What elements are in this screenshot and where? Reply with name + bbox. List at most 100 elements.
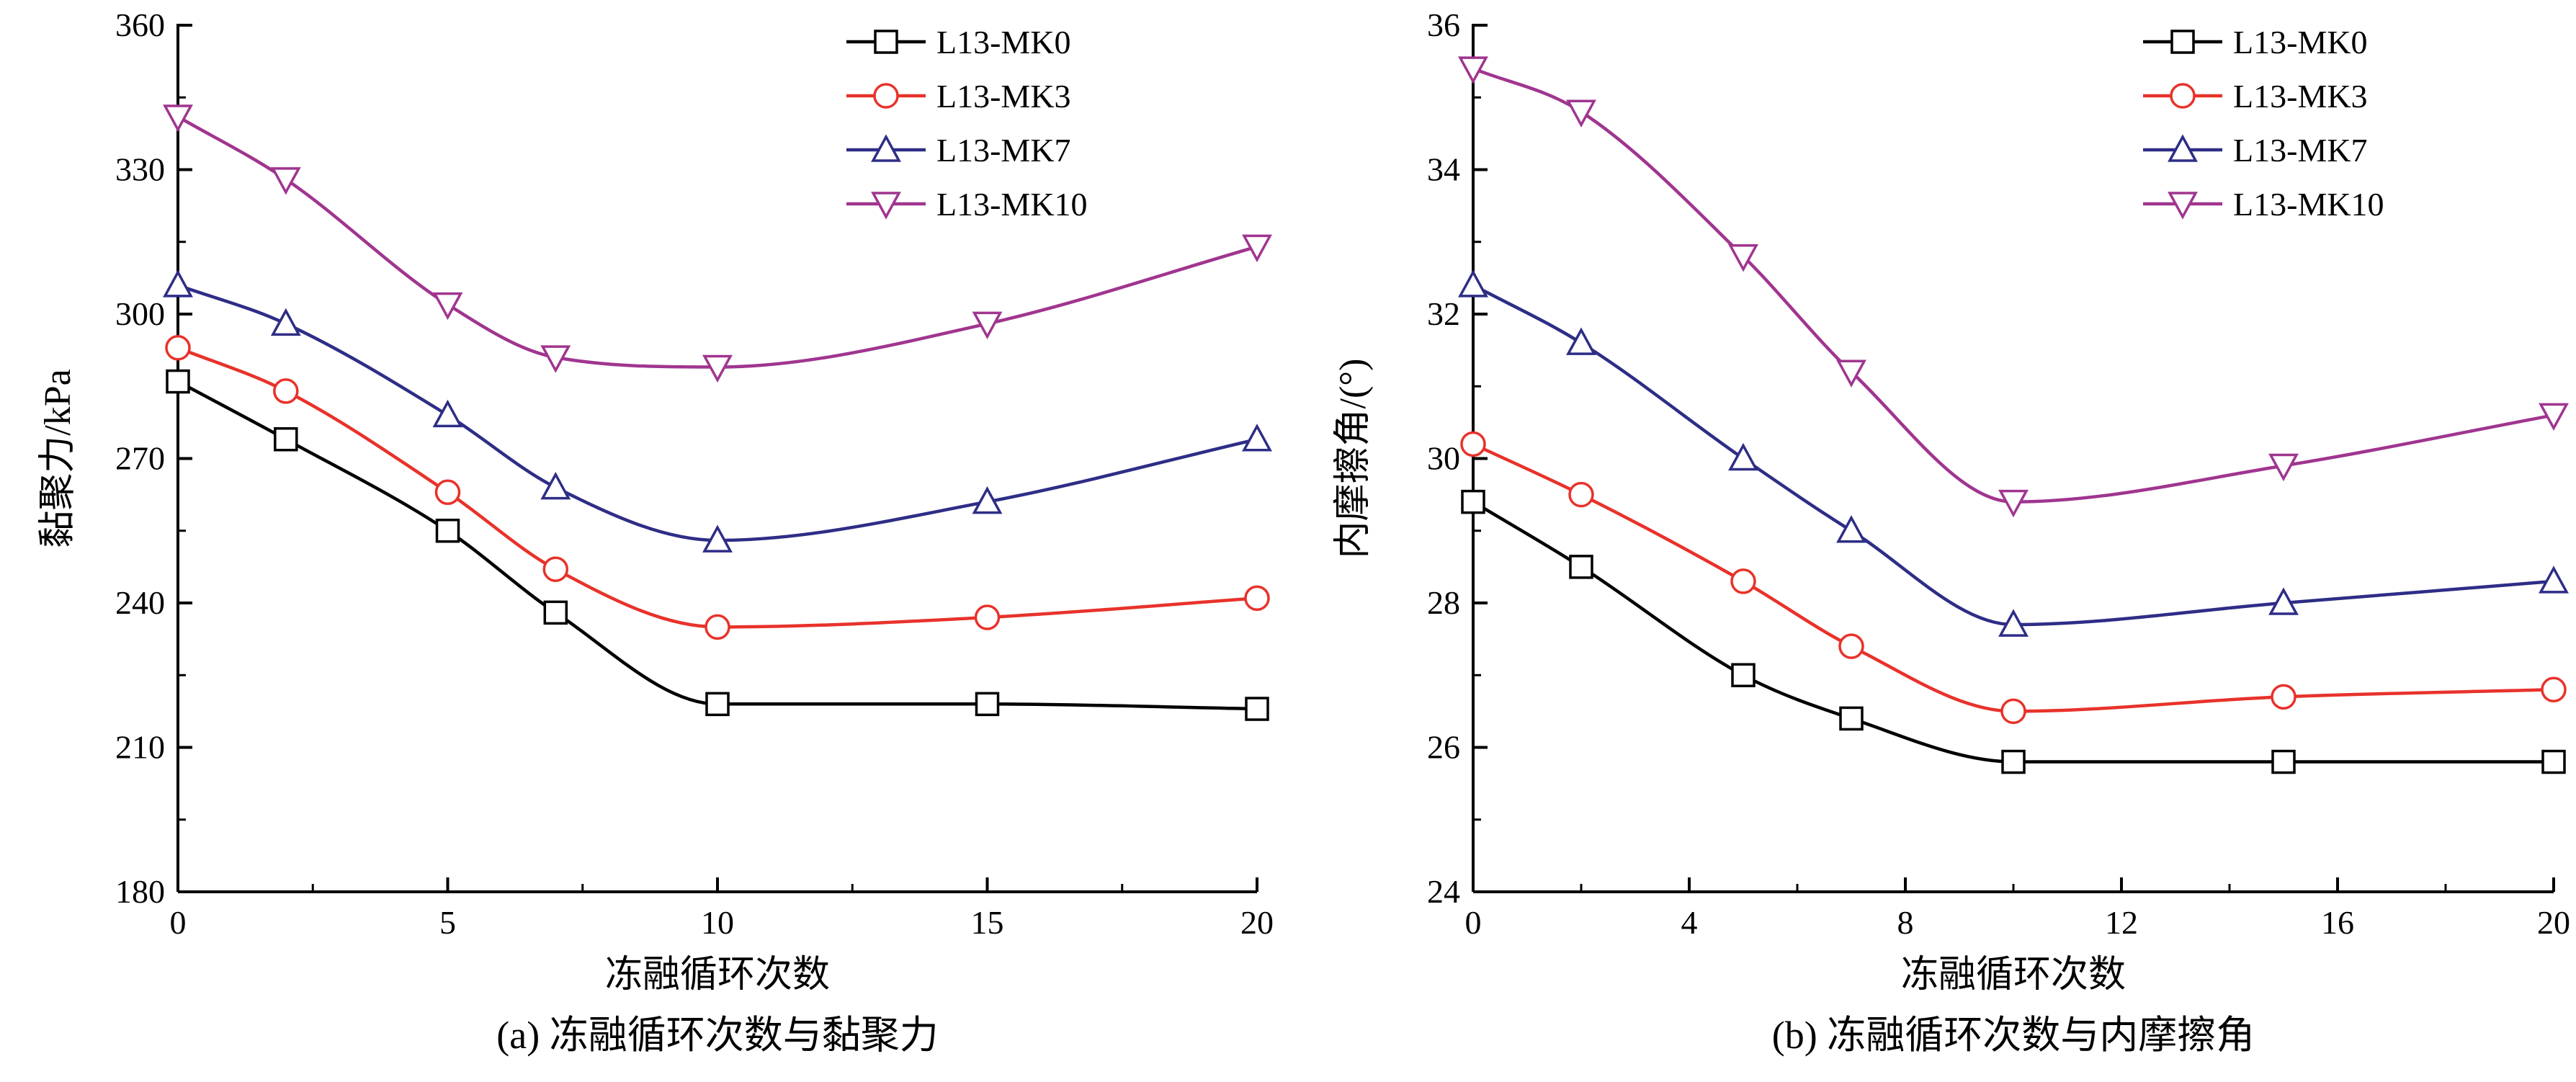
data-point — [543, 600, 568, 625]
data-point — [270, 308, 301, 336]
x-tick-label: 8 — [1897, 904, 1914, 941]
y-axis-title: 黏聚力/kPa — [37, 369, 79, 547]
x-tick-label: 0 — [1465, 904, 1482, 941]
data-point — [2271, 684, 2297, 710]
data-point — [1998, 609, 2029, 637]
legend-marker — [2168, 134, 2198, 162]
legend-label: L13-MK7 — [936, 132, 1071, 169]
series-l13-mk7 — [163, 269, 1272, 553]
data-point — [705, 692, 730, 717]
x-axis-title: 冻融循环次数 — [605, 954, 830, 996]
data-point — [1838, 633, 1864, 659]
data-point — [702, 524, 733, 553]
data-point — [702, 354, 733, 383]
series-l13-mk10 — [163, 104, 1272, 383]
data-point — [2001, 749, 2026, 774]
y-tick-label: 270 — [115, 440, 165, 477]
series-l13-mk3 — [1460, 431, 2567, 725]
legend-label: L13-MK10 — [2233, 186, 2384, 223]
chart-panel-a: 180 210 240 270 300 330 360 0 5 10 15 20 冻融循环次数 黏聚力/k… — [37, 6, 1274, 1057]
data-point — [163, 104, 193, 133]
data-point — [1245, 697, 1269, 721]
series-line — [176, 115, 1258, 369]
series-line — [1472, 500, 2554, 764]
data-point — [1836, 359, 1866, 388]
data-point — [1998, 489, 2029, 518]
x-tick-label: 16 — [2321, 904, 2354, 941]
y-tick-label: 360 — [115, 6, 165, 43]
data-point — [2268, 453, 2299, 482]
data-point — [2541, 676, 2567, 703]
data-point — [975, 692, 1000, 717]
data-point — [166, 369, 190, 394]
data-point — [1458, 269, 1488, 298]
series-l13-mk0 — [1461, 489, 2566, 774]
legend-label: L13-MK7 — [2233, 132, 2368, 169]
y-tick-label: 34 — [1427, 151, 1460, 188]
series-line — [176, 380, 1258, 711]
legend-marker — [871, 192, 901, 220]
legend-marker — [874, 30, 898, 54]
y-tick-label: 30 — [1427, 440, 1460, 477]
legend-marker — [871, 134, 901, 162]
legend: L13-MK0 L13-MK3 L13-MK7 L13-MK10 — [846, 24, 1088, 223]
data-point — [273, 378, 299, 404]
legend-marker — [2170, 83, 2196, 109]
y-tick-label: 240 — [115, 584, 165, 621]
data-point — [1244, 585, 1270, 612]
data-point — [2271, 749, 2296, 774]
data-point — [432, 399, 463, 428]
y-tick-label: 300 — [115, 295, 165, 332]
data-point — [1242, 234, 1272, 263]
series-l13-mk7 — [1458, 269, 2569, 637]
legend-label: L13-MK0 — [936, 24, 1071, 61]
data-point — [542, 556, 569, 582]
series-line — [177, 283, 1258, 542]
legend-label: L13-MK0 — [2233, 24, 2368, 61]
x-tick-label: 20 — [2537, 904, 2570, 941]
data-point — [1461, 489, 1485, 514]
data-point — [432, 292, 463, 321]
data-point — [1460, 431, 1486, 457]
data-point — [274, 427, 298, 452]
data-point — [2539, 565, 2569, 594]
series-line — [1472, 442, 2554, 713]
data-point — [540, 471, 571, 500]
legend-marker — [2168, 192, 2198, 220]
x-tick-label: 20 — [1240, 904, 1274, 941]
legend-marker — [873, 83, 899, 109]
x-tick-label: 5 — [439, 904, 456, 941]
data-point — [1568, 481, 1594, 508]
data-point — [2539, 403, 2569, 432]
panel-caption: (b) 冻融循环次数与内摩擦角 — [1772, 1014, 2255, 1057]
series-l13-mk3 — [165, 335, 1270, 640]
y-tick-label: 24 — [1427, 873, 1460, 910]
legend-marker — [2170, 30, 2195, 54]
data-point — [540, 345, 571, 373]
data-point — [2000, 698, 2026, 725]
data-point — [1728, 442, 1758, 471]
x-tick-label: 0 — [170, 904, 187, 941]
data-point — [1242, 424, 1272, 452]
data-point — [1728, 244, 1758, 272]
data-point — [2268, 587, 2299, 615]
series-line — [1472, 283, 2554, 627]
data-point — [1836, 515, 1866, 543]
legend-label: L13-MK3 — [2233, 78, 2368, 115]
data-point — [972, 311, 1003, 340]
data-point — [163, 269, 193, 298]
legend-label: L13-MK10 — [936, 186, 1088, 223]
y-tick-label: 330 — [115, 151, 165, 188]
legend: L13-MK0 L13-MK3 L13-MK7 L13-MK10 — [2143, 24, 2384, 223]
data-point — [1730, 568, 1756, 594]
x-tick-label: 15 — [971, 904, 1004, 941]
data-point — [1566, 327, 1596, 355]
x-tick-label: 4 — [1681, 904, 1698, 941]
y-tick-label: 180 — [115, 873, 165, 910]
series-l13-mk10 — [1458, 56, 2569, 518]
data-point — [434, 479, 461, 506]
y-axis-title: 内摩擦角/(°) — [1333, 359, 1374, 559]
data-point — [1458, 56, 1488, 84]
panel-caption: (a) 冻融循环次数与黏聚力 — [496, 1014, 938, 1057]
